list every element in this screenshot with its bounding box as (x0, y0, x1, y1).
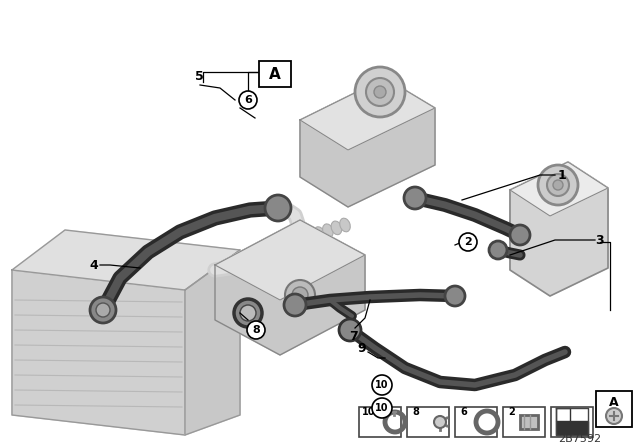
Text: 10: 10 (362, 407, 376, 417)
FancyBboxPatch shape (551, 407, 593, 437)
FancyBboxPatch shape (359, 407, 401, 437)
Circle shape (239, 91, 257, 109)
Circle shape (489, 241, 507, 259)
Text: 2B7592: 2B7592 (559, 434, 602, 444)
Ellipse shape (275, 285, 285, 295)
Circle shape (366, 78, 394, 106)
Circle shape (284, 294, 306, 316)
Ellipse shape (288, 235, 299, 249)
Circle shape (90, 297, 116, 323)
Circle shape (445, 286, 465, 306)
FancyBboxPatch shape (259, 61, 291, 87)
Circle shape (434, 416, 446, 428)
Ellipse shape (289, 230, 301, 240)
Text: 9: 9 (358, 341, 366, 354)
Text: 2: 2 (464, 237, 472, 247)
Circle shape (355, 67, 405, 117)
Circle shape (240, 305, 256, 321)
Circle shape (404, 187, 426, 209)
Ellipse shape (305, 230, 316, 243)
Ellipse shape (297, 233, 307, 246)
Polygon shape (215, 220, 365, 300)
Text: 6: 6 (460, 407, 467, 417)
Circle shape (96, 303, 110, 317)
Circle shape (510, 225, 530, 245)
Ellipse shape (277, 274, 289, 284)
Text: A: A (609, 396, 619, 409)
Circle shape (553, 180, 563, 190)
Text: 8: 8 (252, 325, 260, 335)
Circle shape (459, 233, 477, 251)
FancyBboxPatch shape (520, 415, 538, 429)
Circle shape (292, 287, 308, 303)
Text: 10: 10 (375, 403, 388, 413)
Polygon shape (215, 220, 365, 355)
FancyBboxPatch shape (455, 407, 497, 437)
FancyBboxPatch shape (596, 391, 632, 427)
Text: 6: 6 (244, 95, 252, 105)
Text: A: A (269, 66, 281, 82)
Text: 8: 8 (412, 407, 419, 417)
Polygon shape (300, 78, 435, 207)
Text: 5: 5 (195, 70, 204, 83)
Ellipse shape (280, 263, 292, 273)
Text: 7: 7 (349, 329, 357, 343)
Circle shape (372, 375, 392, 395)
Polygon shape (510, 162, 608, 216)
Polygon shape (12, 230, 240, 290)
Polygon shape (185, 250, 240, 435)
Text: 10: 10 (375, 380, 388, 390)
Circle shape (372, 398, 392, 418)
Circle shape (265, 195, 291, 221)
Polygon shape (12, 270, 185, 435)
Circle shape (247, 321, 265, 339)
Circle shape (285, 280, 315, 310)
Text: 4: 4 (90, 258, 99, 271)
Ellipse shape (314, 227, 324, 241)
Circle shape (538, 165, 578, 205)
Ellipse shape (331, 221, 342, 235)
Text: 1: 1 (557, 168, 566, 181)
Circle shape (234, 299, 262, 327)
Circle shape (547, 174, 569, 196)
Circle shape (339, 319, 361, 341)
Text: 3: 3 (596, 233, 604, 246)
Polygon shape (556, 421, 588, 435)
Ellipse shape (340, 218, 350, 232)
Ellipse shape (323, 224, 333, 237)
Circle shape (606, 408, 622, 424)
Text: 2: 2 (508, 407, 515, 417)
Ellipse shape (280, 238, 291, 252)
Ellipse shape (284, 252, 294, 262)
Polygon shape (300, 78, 435, 150)
Polygon shape (556, 408, 570, 421)
Ellipse shape (286, 241, 298, 251)
FancyBboxPatch shape (407, 407, 449, 437)
Polygon shape (510, 162, 608, 296)
FancyBboxPatch shape (503, 407, 545, 437)
Circle shape (374, 86, 386, 98)
